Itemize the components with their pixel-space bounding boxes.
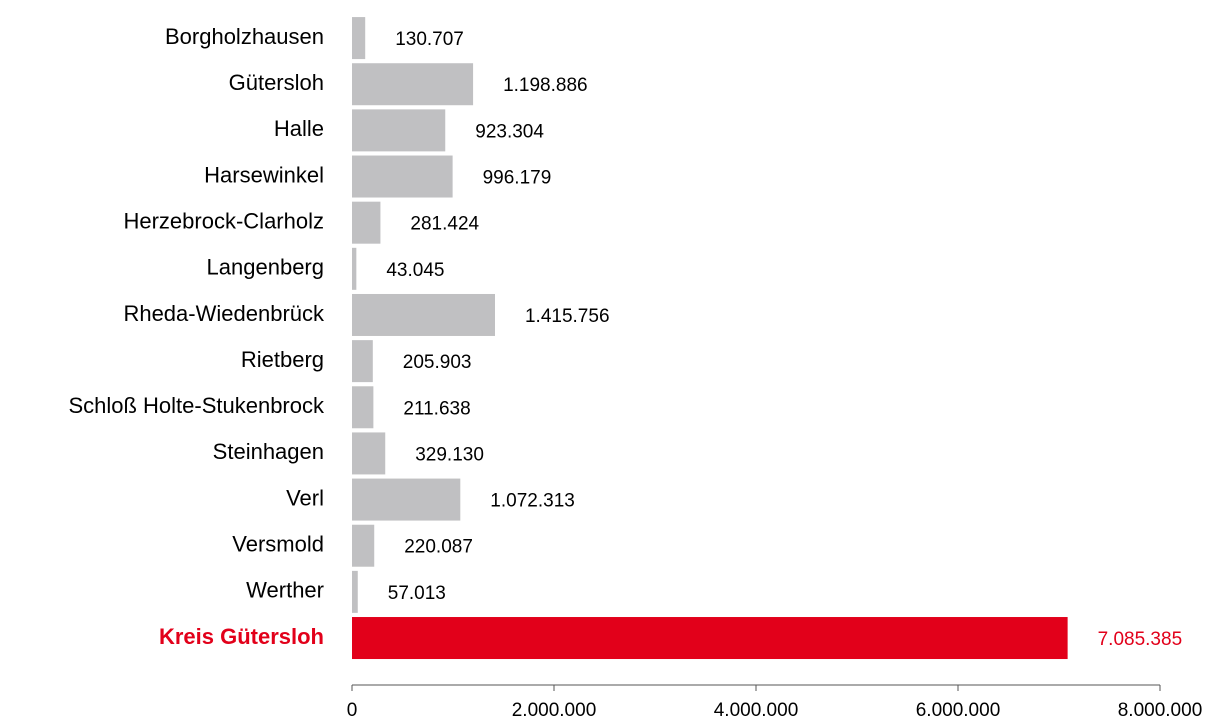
category-label: Rietberg — [241, 347, 324, 372]
bar — [352, 155, 453, 198]
x-tick-label: 0 — [347, 700, 358, 720]
bar — [352, 432, 386, 475]
bar — [352, 478, 461, 521]
value-label: 1.072.313 — [490, 491, 575, 512]
value-label: 996.179 — [483, 168, 552, 189]
x-tick-label: 6.000.000 — [916, 700, 1001, 720]
category-label: Herzebrock-Clarholz — [123, 208, 324, 233]
value-label: 7.085.385 — [1098, 629, 1183, 650]
value-label: 329.130 — [415, 444, 484, 465]
category-label: Langenberg — [207, 255, 324, 280]
category-label: Schloß Holte-Stukenbrock — [68, 393, 325, 418]
value-label: 130.707 — [395, 29, 464, 50]
bar — [352, 201, 381, 244]
category-label: Steinhagen — [213, 439, 324, 464]
category-label: Borgholzhausen — [165, 24, 324, 49]
bar — [352, 109, 446, 152]
category-label: Harsewinkel — [204, 162, 324, 187]
bar — [352, 570, 358, 613]
bar — [352, 524, 375, 567]
value-label: 57.013 — [388, 583, 446, 604]
value-label: 211.638 — [403, 398, 470, 419]
x-tick-label: 4.000.000 — [714, 700, 799, 720]
category-label: Werther — [246, 578, 324, 603]
category-label: Halle — [274, 116, 324, 141]
bar — [352, 293, 495, 336]
bar — [352, 63, 474, 106]
x-tick-label: 8.000.000 — [1118, 700, 1203, 720]
category-label: Versmold — [232, 532, 324, 557]
category-label: Kreis Gütersloh — [159, 624, 324, 649]
x-tick-label: 2.000.000 — [512, 700, 597, 720]
bar — [352, 17, 366, 60]
bar — [352, 386, 374, 429]
bar — [352, 247, 357, 290]
value-label: 923.304 — [475, 121, 544, 142]
category-label: Verl — [286, 485, 324, 510]
bar — [352, 340, 373, 383]
category-label: Rheda-Wiedenbrück — [123, 301, 325, 326]
value-label: 281.424 — [410, 214, 479, 235]
value-label: 1.415.756 — [525, 306, 610, 327]
bar — [352, 617, 1068, 660]
value-label: 43.045 — [386, 260, 444, 281]
category-label: Gütersloh — [229, 70, 324, 95]
value-label: 1.198.886 — [503, 75, 588, 96]
value-label: 220.087 — [404, 537, 473, 558]
value-label: 205.903 — [403, 352, 472, 373]
